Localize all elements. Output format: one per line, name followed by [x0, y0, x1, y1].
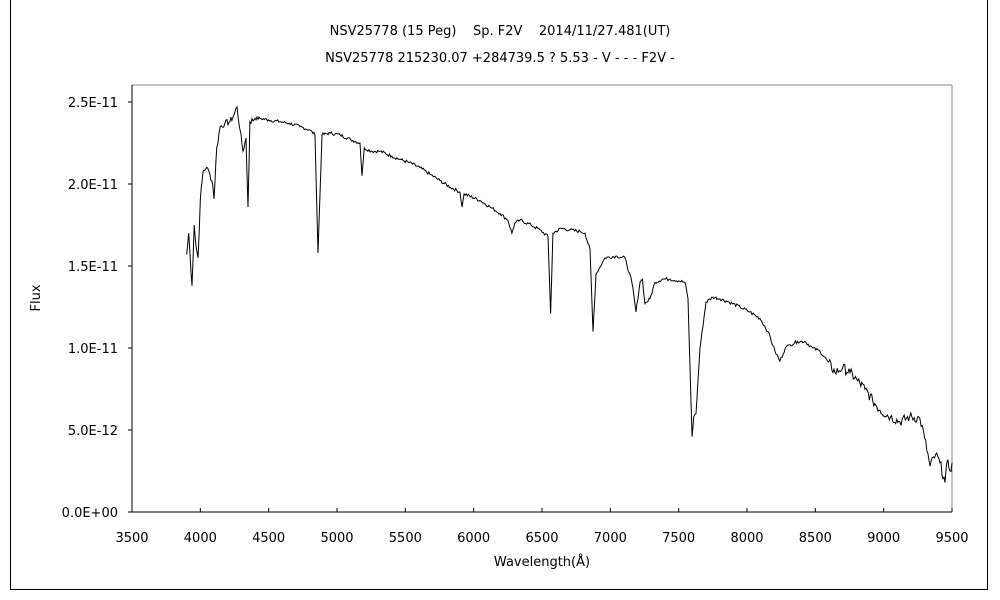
- chart-subtitle: NSV25778 215230.07 +284739.5 ? 5.53 - V …: [325, 51, 675, 66]
- x-tick-label: 6500: [525, 531, 558, 546]
- y-tick-label: 0.0E+00: [62, 506, 118, 521]
- x-tick-label: 8000: [730, 531, 763, 546]
- x-tick-label: 3500: [115, 531, 148, 546]
- x-tick-label: 5500: [389, 531, 422, 546]
- x-tick-label: 4000: [184, 531, 217, 546]
- x-tick-label: 9000: [867, 531, 900, 546]
- spectrum-line: [186, 105, 953, 483]
- y-tick-label: 2.0E-11: [68, 178, 118, 193]
- x-tick-label: 6000: [457, 531, 490, 546]
- x-tick-label: 4500: [252, 531, 285, 546]
- x-tick-label: 7000: [594, 531, 627, 546]
- x-axis-label: Wavelength(Å): [494, 554, 590, 570]
- x-tick-label: 5000: [320, 531, 353, 546]
- chart-frame: [10, 0, 988, 590]
- y-axis-label: Flux: [29, 284, 44, 311]
- y-tick-label: 1.0E-11: [68, 342, 118, 357]
- chart-title: NSV25778 (15 Peg) Sp. F2V 2014/11/27.481…: [329, 24, 671, 39]
- x-tick-label: 9500: [935, 531, 968, 546]
- y-tick-label: 1.5E-11: [68, 260, 118, 275]
- y-tick-label: 5.0E-12: [68, 424, 118, 439]
- y-tick-label: 2.5E-11: [68, 96, 118, 111]
- x-tick-label: 8500: [799, 531, 832, 546]
- x-tick-label: 7500: [662, 531, 695, 546]
